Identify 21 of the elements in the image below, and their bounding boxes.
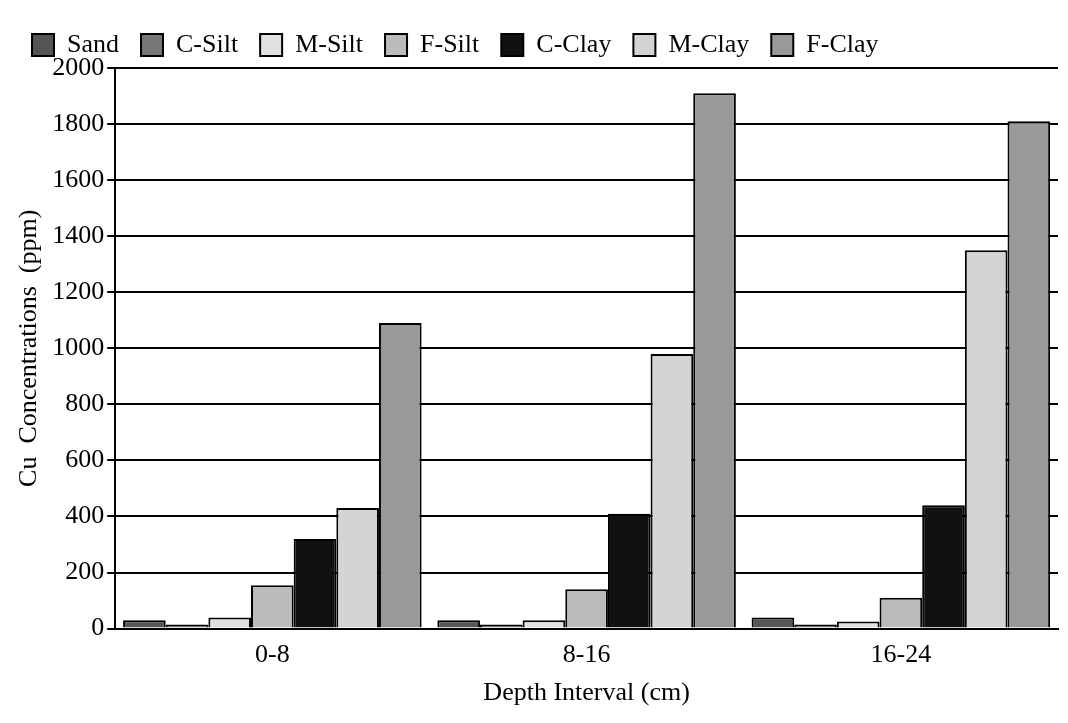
- y-tick-label: 1200: [52, 276, 105, 306]
- y-tick-label: 1600: [52, 163, 105, 193]
- legend-label: M-Silt: [295, 28, 364, 58]
- y-tick-label: 1400: [52, 220, 105, 250]
- x-tick-label: 16-24: [870, 639, 932, 669]
- x-axis-title: Depth Interval (cm): [483, 677, 690, 707]
- legend-label: F-Silt: [420, 28, 481, 58]
- y-axis-title: Cu Concentrations (ppm): [13, 209, 43, 487]
- legend-label: C-Clay: [536, 28, 612, 58]
- legend-label: F-Clay: [806, 28, 879, 58]
- x-tick-label: 0-8: [255, 639, 290, 669]
- y-tick-label: 0: [91, 612, 105, 642]
- y-tick-label: 400: [65, 500, 105, 530]
- legend-label: C-Silt: [176, 28, 239, 58]
- y-tick-label: 1000: [52, 332, 105, 362]
- y-tick-label: 1800: [52, 107, 105, 137]
- y-tick-label: 600: [65, 444, 105, 474]
- legend-label: M-Clay: [668, 28, 750, 58]
- x-tick-label: 8-16: [562, 639, 611, 669]
- y-tick-label: 200: [65, 556, 105, 586]
- y-tick-label: 800: [65, 388, 105, 418]
